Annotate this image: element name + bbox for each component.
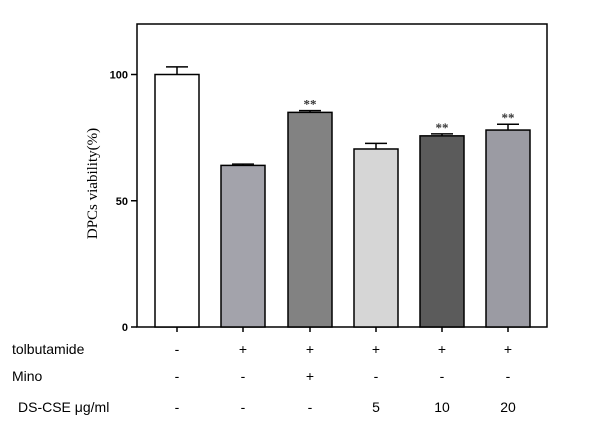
significance-label: ** (436, 120, 449, 135)
treatment-cell: + (438, 341, 446, 357)
treatment-cell: + (306, 368, 314, 384)
treatment-cell: - (175, 399, 180, 415)
treatment-row-label: DS-CSE μg/ml (18, 399, 109, 415)
treatment-cell: - (175, 341, 180, 357)
axes (131, 23, 548, 332)
treatment-cell: 20 (500, 399, 516, 415)
treatment-cell: + (306, 341, 314, 357)
plot-frame (136, 23, 548, 328)
significance-label: ** (502, 110, 515, 125)
treatment-cell: + (239, 341, 247, 357)
treatment-cell: 10 (434, 399, 450, 415)
bar-5 (419, 135, 465, 328)
treatment-cell: + (372, 341, 380, 357)
y-tick-label: 100 (110, 70, 128, 82)
treatment-cell: - (506, 368, 511, 384)
bars (154, 66, 531, 328)
treatment-cell: - (175, 368, 180, 384)
y-axis-label: DPCs viability(%) (85, 128, 101, 239)
bar-3 (287, 111, 333, 328)
treatment-cell: - (308, 399, 313, 415)
y-tick-label: 0 (122, 322, 128, 334)
bar-6 (485, 129, 531, 328)
bar-4 (353, 148, 399, 328)
bar-1 (154, 73, 200, 328)
treatment-row-label: tolbutamide (12, 341, 85, 357)
bar-2 (220, 164, 266, 328)
treatment-cell: - (241, 368, 246, 384)
treatment-cell: + (504, 341, 512, 357)
treatment-cell: - (241, 399, 246, 415)
y-tick-label: 50 (116, 196, 128, 208)
treatment-cell: - (374, 368, 379, 384)
significance-label: ** (304, 97, 317, 112)
treatment-cell: - (440, 368, 445, 384)
labels: 0 50 100 DPCs viability(%) ** ** ** (85, 70, 515, 335)
treatment-cell: 5 (372, 399, 380, 415)
treatment-table: tolbutamide - + + + + + Mino - - + - - - DS-CSE μg/ml -… (12, 341, 516, 415)
treatment-row-label: Mino (12, 368, 43, 384)
